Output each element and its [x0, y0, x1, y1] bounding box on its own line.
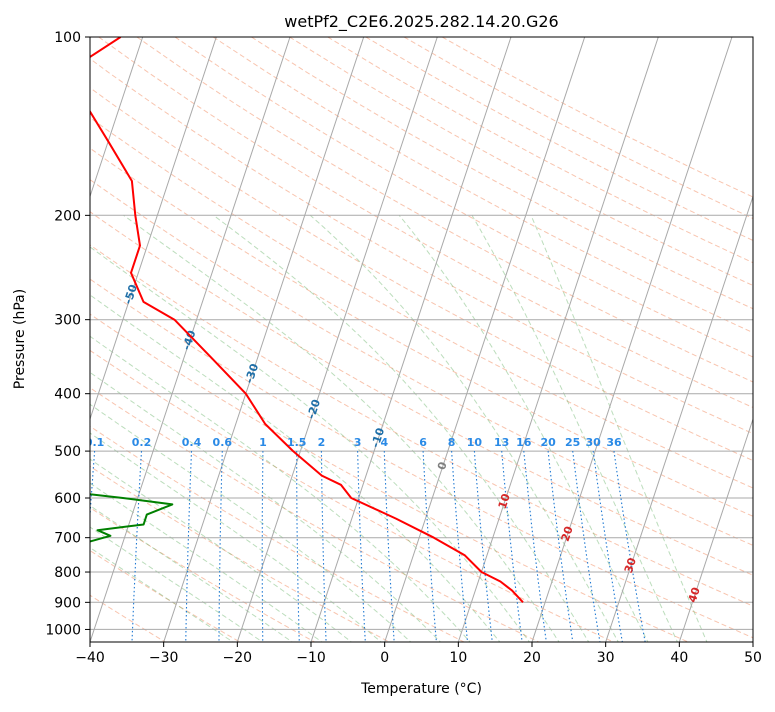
- mixing-ratio-label: 13: [494, 436, 509, 449]
- mixing-ratio-label: 0.2: [132, 436, 152, 449]
- mixing-ratio-label: 0.4: [182, 436, 202, 449]
- y-tick-label: 700: [54, 531, 81, 547]
- y-axis-label: Pressure (hPa): [12, 289, 28, 389]
- y-tick-label: 800: [54, 565, 81, 581]
- y-tick-label: 400: [54, 387, 81, 403]
- x-tick-label: 0: [380, 650, 389, 666]
- mixing-ratio-label: 10: [467, 436, 483, 449]
- chart-title: wetPf2_C2E6.2025.282.14.20.G26: [284, 12, 558, 32]
- x-axis-label: Temperature (°C): [360, 681, 482, 697]
- x-tick-label: 50: [744, 650, 762, 666]
- y-tick-label: 600: [54, 491, 81, 507]
- mixing-ratio-label: 6: [419, 436, 427, 449]
- x-tick-label: 40: [670, 650, 688, 666]
- y-tick-label: 100: [54, 30, 81, 46]
- x-tick-label: −40: [75, 650, 105, 666]
- y-tick-label: 500: [54, 444, 81, 460]
- mixing-ratio-label: 8: [448, 436, 456, 449]
- x-tick-label: 10: [449, 650, 467, 666]
- mixing-ratio-label: 0.6: [213, 436, 233, 449]
- mixing-ratio-label: 1: [259, 436, 267, 449]
- x-tick-label: −30: [149, 650, 179, 666]
- mixing-ratio-label: 2: [318, 436, 326, 449]
- y-tick-label: 200: [54, 208, 81, 224]
- mixing-ratio-label: 36: [606, 436, 622, 449]
- y-tick-label: 1000: [45, 622, 81, 638]
- x-tick-label: −10: [296, 650, 326, 666]
- mixing-ratio-label: 20: [540, 436, 556, 449]
- mixing-ratio-label: 3: [354, 436, 362, 449]
- x-tick-label: 20: [523, 650, 541, 666]
- x-tick-label: 30: [597, 650, 615, 666]
- y-tick-label: 300: [54, 313, 81, 329]
- mixing-ratio-label: 16: [516, 436, 532, 449]
- x-tick-label: −20: [223, 650, 253, 666]
- mixing-ratio-label: 30: [586, 436, 602, 449]
- y-tick-label: 900: [54, 595, 81, 611]
- mixing-ratio-label: 25: [565, 436, 580, 449]
